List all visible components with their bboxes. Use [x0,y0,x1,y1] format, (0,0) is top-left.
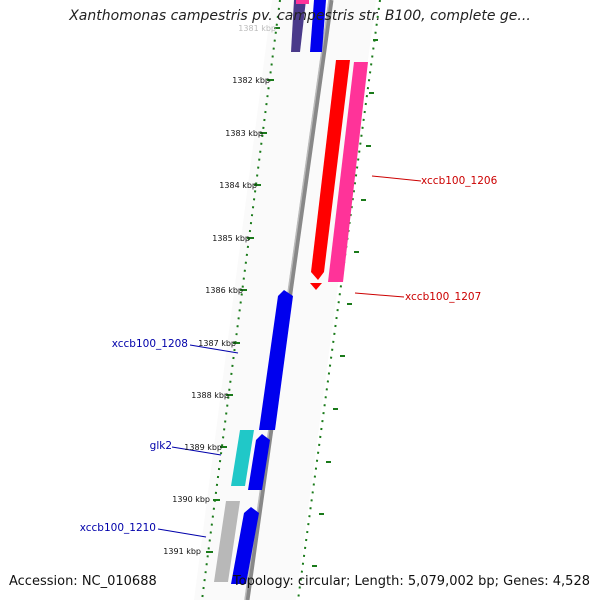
gene-label-xccb100-1206[interactable]: xccb100_1206 [421,175,498,187]
outer-dotted-guide-right [297,0,381,601]
genome-title: Xanthomonas campestris pv. campestris st… [69,8,531,24]
gene-top-purple[interactable] [291,0,306,52]
ruler-label-1391: 1391 kbp [163,547,201,556]
ruler-label-1384: 1384 kbp [219,181,257,190]
gene-xccb100-1208[interactable] [259,290,293,430]
ruler-label-1386: 1386 kbp [205,286,243,295]
gene-label-xccb100-1207[interactable]: xccb100_1207 [405,291,481,303]
label-connectors [157,175,422,538]
gene-labels: xccb100_1206 xccb100_1207 xccb100_1208 g… [80,175,498,534]
gene-top-pink[interactable] [296,0,309,4]
gene-top-blue[interactable] [310,0,326,52]
ruler-label-1387: 1387 kbp [198,339,236,348]
ruler-label-1389: 1389 kbp [184,443,222,452]
ruler-label-1381: 1381 kbp [238,24,276,33]
gene-label-xccb100-1208[interactable]: xccb100_1208 [112,338,188,350]
gene-label-xccb100-1210[interactable]: xccb100_1210 [80,522,156,534]
gene-xccb100-1206-arrow[interactable] [310,283,322,290]
ruler-label-1388: 1388 kbp [191,391,229,400]
left-ruler-ticks [206,27,280,553]
gene-glk2-adjacent-blue[interactable] [248,434,270,490]
gene-label-glk2[interactable]: glk2 [150,440,172,452]
gene-bottom-blue[interactable] [231,507,259,584]
ruler-label-1382: 1382 kbp [232,76,270,85]
gene-xccb100-1207[interactable] [328,62,368,282]
ruler-labels: 1381 kbp 1382 kbp 1383 kbp 1384 kbp 1385… [163,24,276,556]
gene-glk2[interactable] [231,430,254,486]
ruler-label-1385: 1385 kbp [212,234,250,243]
gene-xccb100-1206[interactable] [311,60,350,280]
accession-text: Accession: NC_010688 [9,574,157,589]
gene-xccb100-1210[interactable] [214,501,240,582]
ruler-label-1383: 1383 kbp [225,129,263,138]
right-ruler-ticks [312,39,378,567]
genome-summary-text: Topology: circular; Length: 5,079,002 bp… [232,574,590,589]
ruler-label-1390: 1390 kbp [172,495,210,504]
